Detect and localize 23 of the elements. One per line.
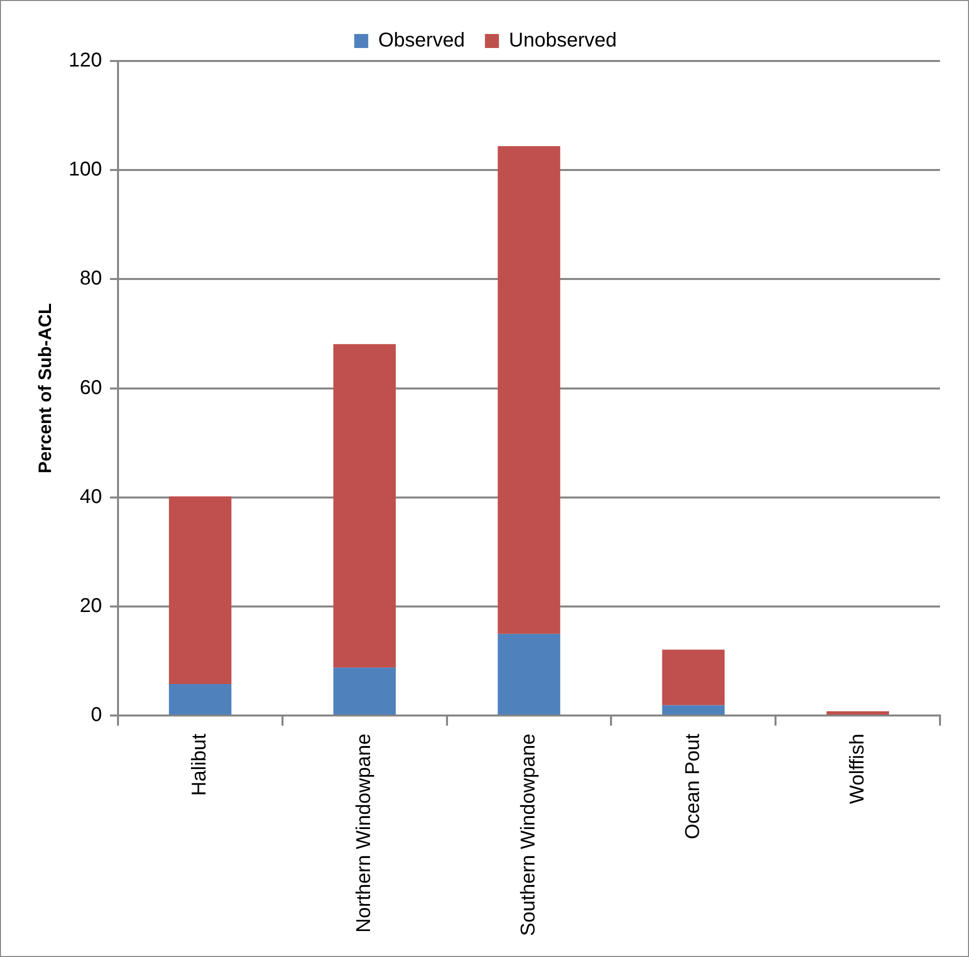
bar [662, 650, 725, 706]
y-tick-label: 80 [80, 268, 102, 290]
x-tick-label: Southern Windowpane [518, 734, 540, 936]
x-tick-label: Northern Windowpane [353, 734, 376, 933]
bar [168, 496, 232, 684]
legend-label: Observed [378, 30, 465, 52]
x-tick-label: Ocean Pout [682, 733, 704, 840]
x-tick-label: Wolffish [846, 734, 868, 804]
bar [498, 634, 560, 715]
bar [662, 705, 725, 715]
bar [333, 344, 396, 668]
y-tick-label: 120 [68, 50, 102, 72]
y-tick-label: 60 [80, 376, 102, 399]
y-tick-label: 20 [80, 595, 102, 618]
x-tick-label: Halibut [188, 733, 211, 796]
y-axis-title: Percent of Sub-ACL [34, 303, 55, 474]
y-tick-label: 40 [80, 486, 102, 508]
y-tick-label: 0 [90, 704, 102, 726]
bar [168, 684, 232, 715]
legend-label: Unobserved [508, 30, 617, 52]
y-tick-label: 100 [68, 158, 102, 181]
bar [333, 668, 396, 715]
bar [498, 146, 560, 634]
